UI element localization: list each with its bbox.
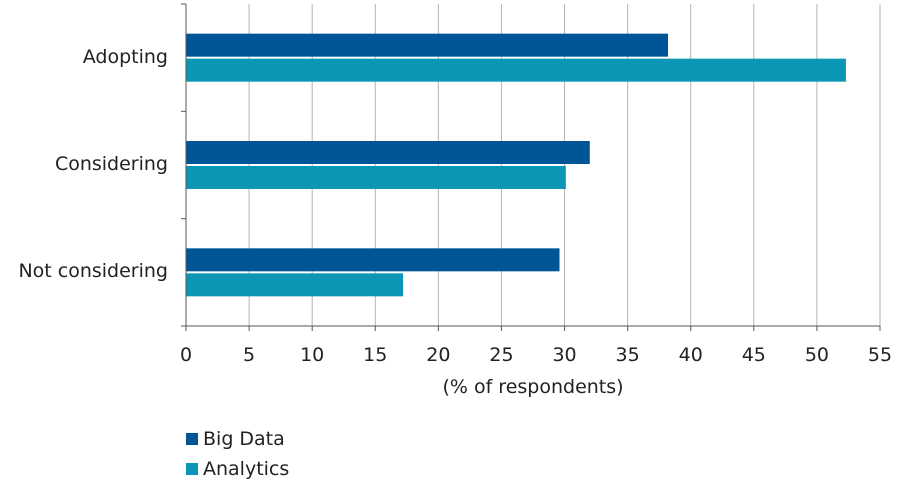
grid-lines bbox=[248, 4, 881, 326]
x-tick-label-5: 5 bbox=[243, 344, 256, 366]
x-tick-label-50: 50 bbox=[804, 344, 829, 366]
category-label-considering: Considering bbox=[54, 153, 168, 175]
bar-big-data-adopting bbox=[186, 33, 669, 57]
bar-analytics-adopting bbox=[186, 58, 846, 82]
x-tick-label-40: 40 bbox=[678, 344, 703, 366]
legend-item-big-data: Big Data bbox=[186, 424, 289, 454]
category-label-adopting: Adopting bbox=[82, 45, 168, 68]
x-tick-label-0: 0 bbox=[179, 344, 193, 366]
x-tick-label-25: 25 bbox=[489, 344, 514, 366]
x-tick-label-30: 30 bbox=[552, 344, 577, 366]
x-tick-label-35: 35 bbox=[615, 344, 640, 366]
legend-label-big-data: Big Data bbox=[203, 428, 285, 450]
x-tick-label-15: 15 bbox=[363, 344, 388, 366]
bar-big-data-considering bbox=[186, 141, 590, 164]
category-label-not-considering: Not considering bbox=[18, 260, 168, 283]
legend: Big Data Analytics bbox=[186, 424, 289, 484]
x-tick-label-20: 20 bbox=[426, 344, 451, 366]
x-axis-title: (% of respondents) bbox=[442, 376, 624, 398]
bars bbox=[186, 33, 846, 297]
bar-analytics-not-considering bbox=[186, 273, 404, 297]
x-tick-label-55: 55 bbox=[867, 344, 893, 366]
legend-label-analytics: Analytics bbox=[203, 458, 290, 480]
bar-analytics-considering bbox=[186, 166, 566, 189]
legend-item-analytics: Analytics bbox=[186, 454, 289, 484]
axes bbox=[181, 3, 881, 331]
x-tick-label-45: 45 bbox=[741, 344, 766, 366]
legend-swatch-big-data bbox=[186, 433, 198, 445]
x-tick-label-10: 10 bbox=[300, 344, 325, 366]
bar-big-data-not-considering bbox=[186, 248, 560, 272]
legend-swatch-analytics bbox=[186, 463, 198, 475]
